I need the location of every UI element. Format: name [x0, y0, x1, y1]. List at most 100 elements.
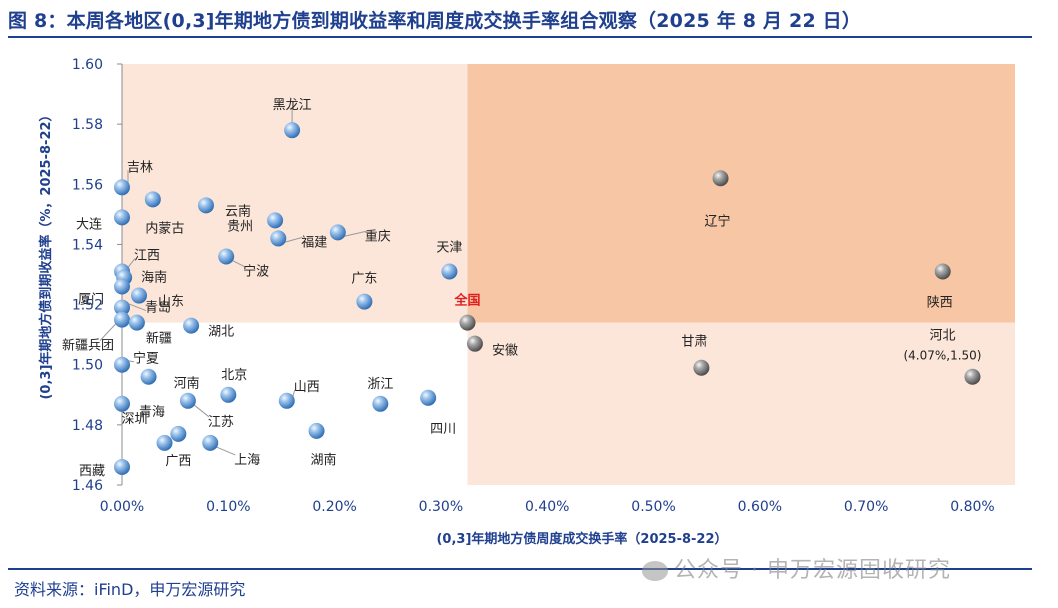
point-label: 湖南: [311, 452, 337, 468]
y-tick-label: 1.48: [72, 418, 103, 434]
x-tick-label: 0.00%: [100, 499, 144, 515]
x-tick-label: 0.60%: [738, 499, 782, 515]
point-label: 重庆: [365, 228, 391, 244]
axes: 1.46 1.48 1.50 1.52 1.54 1.56 1.58 1.60 0.00% 0.1…: [72, 57, 995, 515]
point-label: 四川: [430, 422, 456, 437]
point-label: 甘肃: [681, 335, 707, 350]
point-label: 青岛: [145, 300, 171, 316]
leader-line: [216, 446, 236, 456]
point-27: [140, 368, 157, 385]
y-tick-label: 1.52: [72, 298, 103, 314]
watermark-text: 公众号 · 申万宏源固收研究: [674, 558, 951, 583]
point-13: [131, 287, 148, 304]
point-16: [128, 314, 145, 331]
point-17: [183, 317, 200, 334]
point-label: 辽宁: [705, 213, 731, 229]
y-tick-label: 1.46: [72, 478, 103, 494]
point-28: [220, 386, 237, 403]
y-axis-title: (0,3]年期地方债到期收益率（%，2025-8-22）: [38, 108, 54, 399]
label-leader-lines: [99, 108, 366, 456]
point-label: 厦门: [78, 293, 104, 308]
point-label: 宁波: [243, 263, 269, 279]
point-label: 安徽: [492, 344, 518, 359]
point-label: 云南: [225, 203, 251, 219]
point-1: [284, 122, 301, 139]
y-tick-label: 1.56: [72, 177, 103, 193]
y-tick-label: 1.54: [72, 237, 103, 253]
point-label: 深圳: [122, 412, 148, 427]
point-label: 天津: [436, 240, 462, 255]
x-axis-title: (0,3]年期地方债周度成交换手率（2025-8-22）: [436, 531, 727, 547]
point-label: 全国: [453, 293, 480, 309]
quadrant-low-yield-high-turnover: [467, 322, 1015, 485]
point-21: [466, 335, 483, 352]
point-label: 湖北: [208, 325, 234, 340]
point-25: [964, 368, 981, 385]
point-label: 江苏: [208, 414, 234, 430]
x-tick-label: 0.80%: [950, 499, 994, 515]
point-label: 黑龙江: [273, 98, 312, 113]
point-23: [934, 263, 951, 280]
point-19: [441, 263, 458, 280]
point-7: [270, 230, 287, 247]
point-label: 福建: [301, 235, 327, 250]
point-label: 山东: [158, 295, 184, 310]
quadrant-high-yield-low-turnover: [122, 64, 468, 323]
leader-line: [292, 389, 296, 397]
point-38: [114, 458, 130, 475]
point-label: 吉林: [127, 160, 153, 175]
point-36: [202, 434, 219, 451]
point-15: [114, 311, 130, 328]
leader-line: [284, 236, 303, 243]
point-label: 山西: [294, 380, 320, 395]
point-24: [693, 359, 710, 376]
point-label: 贵州: [227, 219, 253, 234]
wechat-icon: [642, 561, 668, 581]
leader-line: [193, 404, 210, 418]
leader-line: [127, 258, 136, 268]
point-label: 广东: [351, 272, 377, 287]
x-tick-label: 0.10%: [206, 499, 250, 515]
point-label: 新疆: [146, 331, 172, 347]
point-14: [114, 299, 130, 316]
point-8: [329, 224, 346, 241]
point-label: 北京: [221, 368, 247, 383]
leader-line: [99, 323, 117, 341]
point-label: 西藏: [79, 464, 105, 479]
point-label: 河南: [174, 376, 200, 392]
scatter-chart: 1.46 1.48 1.50 1.52 1.54 1.56 1.58 1.60 0.00% 0.1…: [38, 57, 1015, 547]
figure-title: 图 8：本周各地区(0,3]年期地方债到期收益率和周度成交换手率组合观察（202…: [8, 10, 862, 32]
point-33: [420, 389, 437, 406]
point-37: [308, 422, 325, 439]
title-divider: [8, 36, 1032, 38]
footer-divider: [8, 568, 1032, 570]
leader-line: [127, 303, 147, 312]
x-tick-label: 0.20%: [312, 499, 356, 515]
point-30: [179, 392, 196, 409]
x-tick-label: 0.70%: [844, 499, 888, 515]
point-label: 大连: [76, 216, 102, 232]
point-9: [218, 248, 235, 265]
data-points: [114, 122, 981, 475]
x-tick-label: 0.50%: [631, 499, 675, 515]
point-label: 宁夏: [133, 351, 159, 367]
point-2: [114, 179, 130, 196]
leader-line: [231, 260, 245, 267]
point-label: 新疆兵团: [62, 338, 114, 354]
leader-line: [343, 230, 366, 237]
point-label: 海南: [141, 270, 167, 286]
point-5: [197, 197, 214, 214]
point-31: [278, 392, 295, 409]
point-label: 青海: [139, 405, 165, 420]
point-32: [372, 395, 389, 412]
point-12: [114, 278, 130, 295]
point-label: 上海: [234, 453, 260, 468]
y-tick-label: 1.50: [72, 358, 103, 374]
point-label: 广西: [165, 454, 191, 469]
point-35: [170, 425, 187, 442]
point-label: 浙江: [367, 377, 393, 392]
x-tick-label: 0.40%: [525, 499, 569, 515]
point-label: 江西: [134, 248, 160, 263]
point-annotation: (4.07%,1.50): [903, 349, 981, 363]
